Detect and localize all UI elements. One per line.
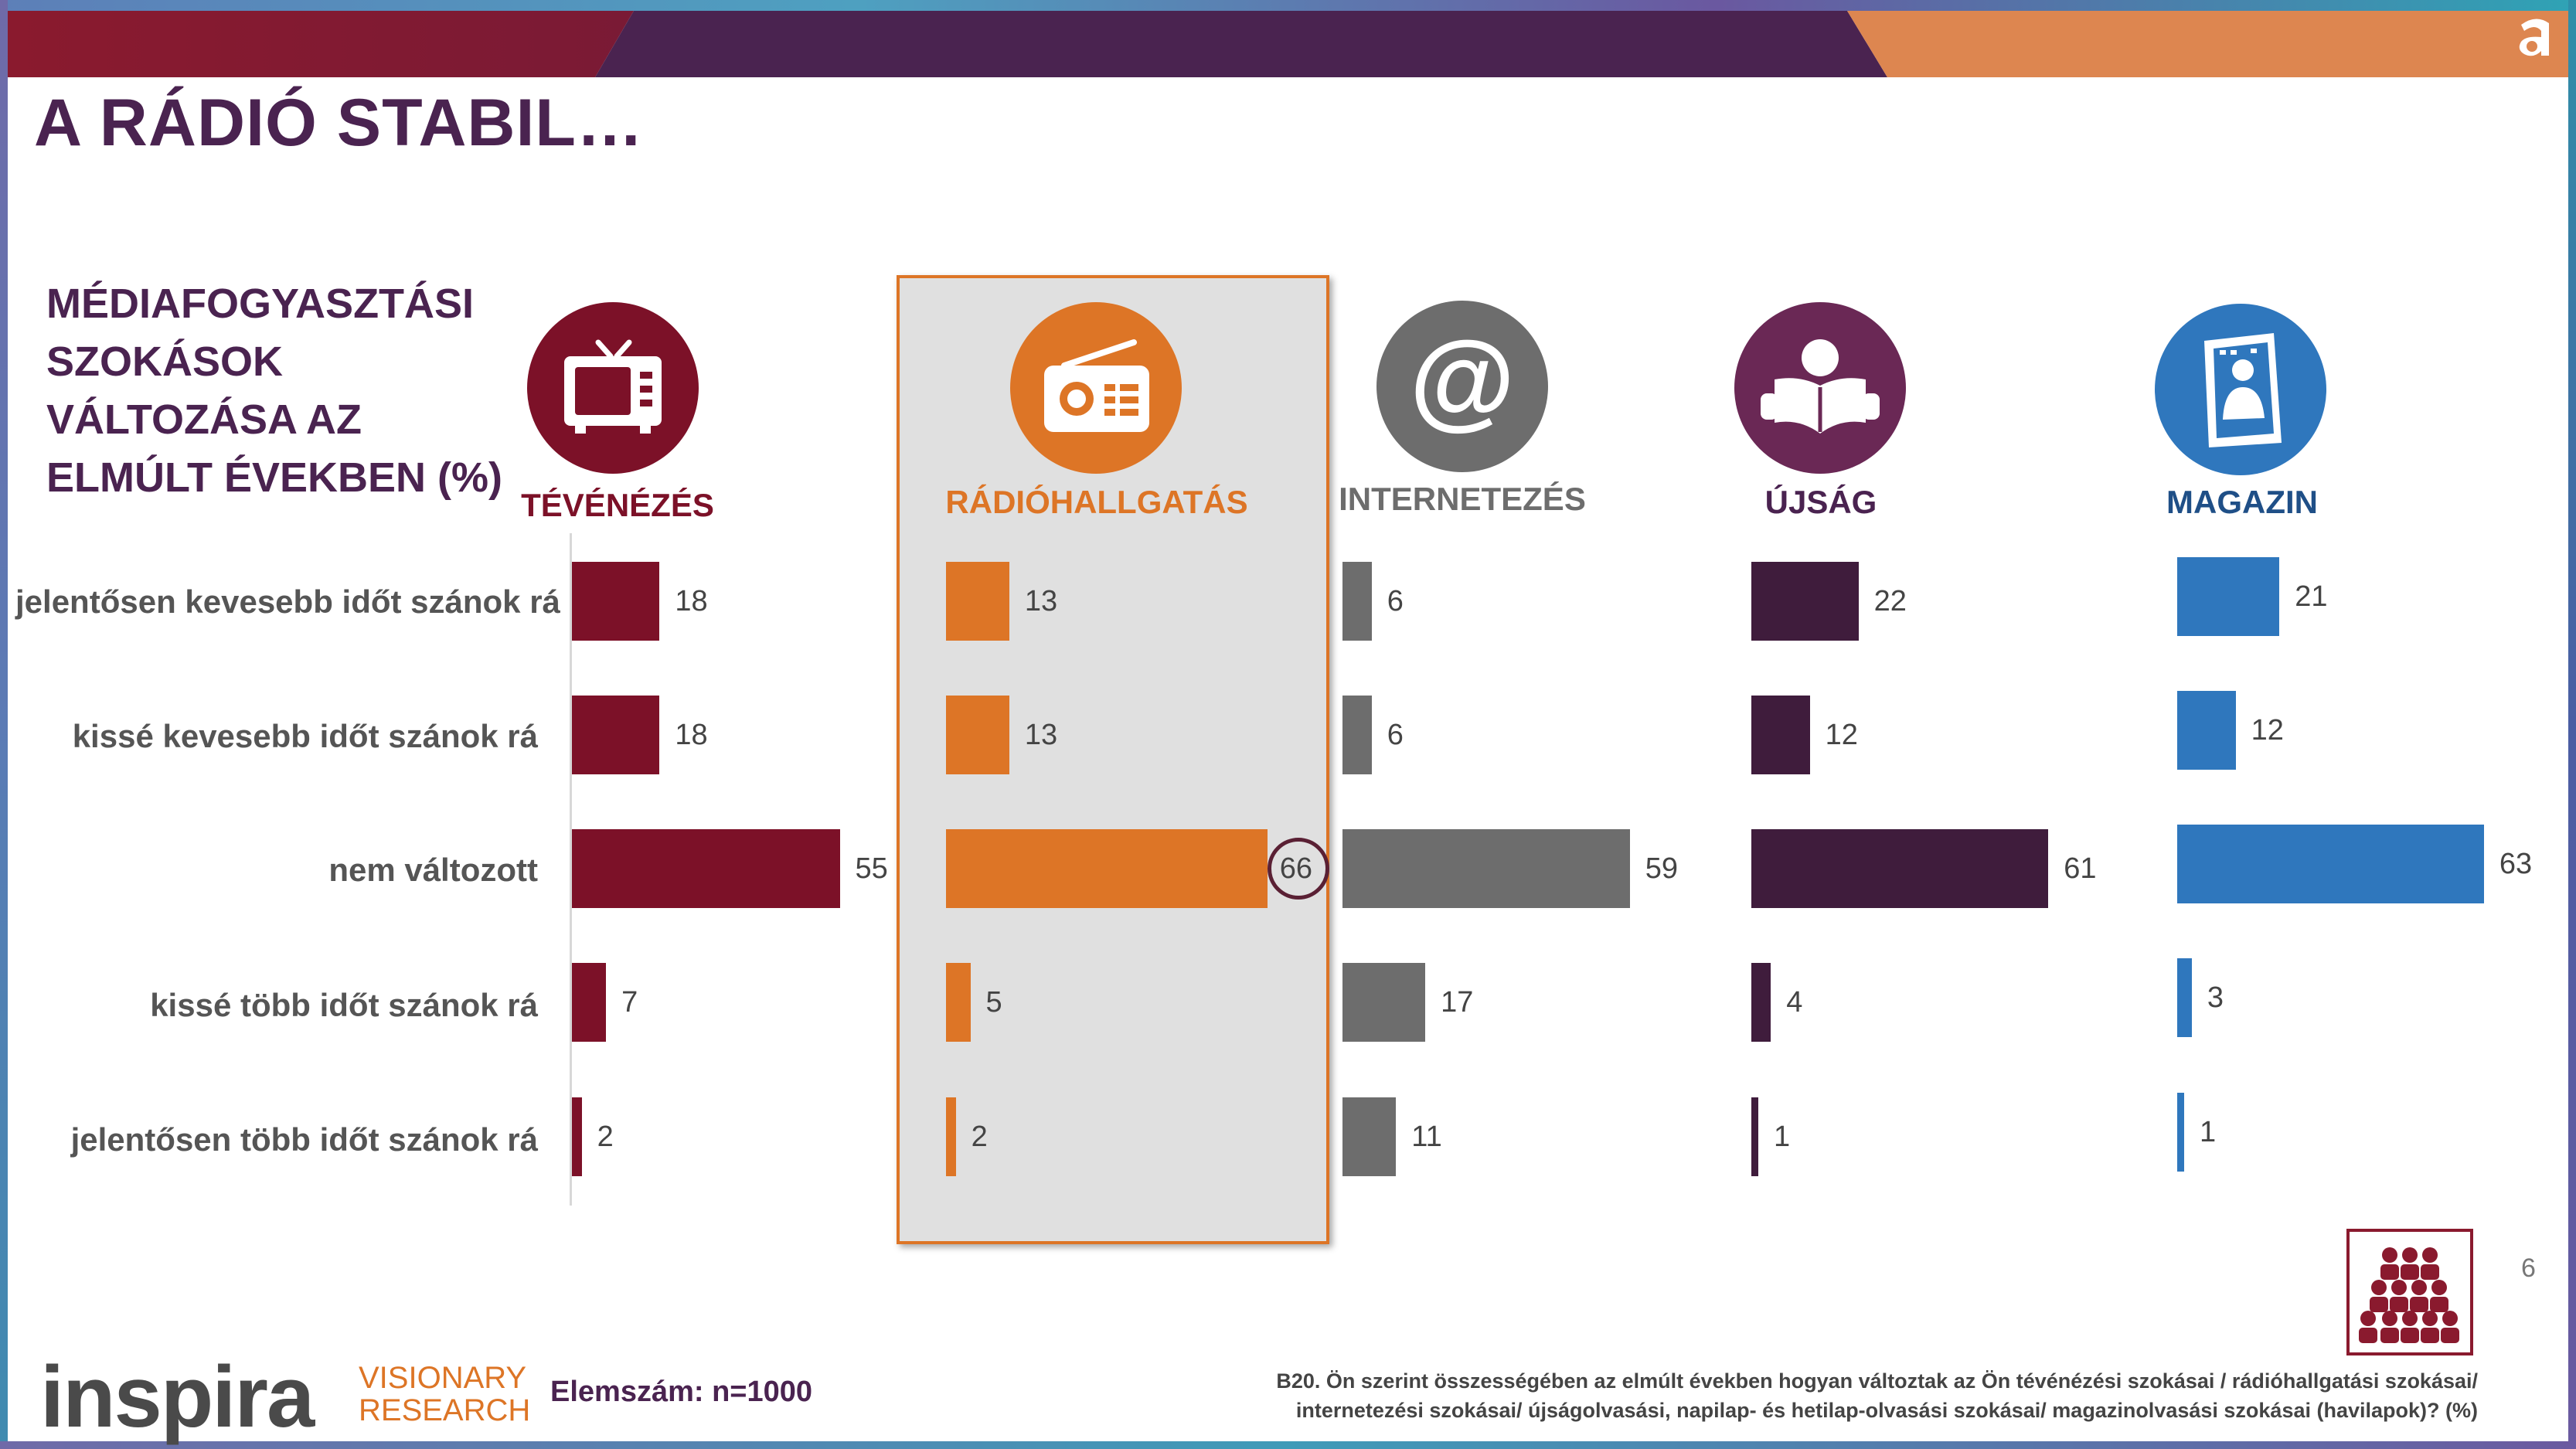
page-title: A RÁDIÓ STABIL… <box>34 86 644 160</box>
row-label: kissé több időt szánok rá <box>150 987 538 1023</box>
bar-newspaper-3 <box>1751 963 1771 1042</box>
value-label-magazine-2: 63 <box>2499 848 2533 880</box>
at-sign-icon: @ <box>1410 318 1516 440</box>
highlight-value-circle <box>1267 838 1329 900</box>
column-label-magazine: MAGAZIN <box>2166 484 2318 520</box>
bar-magazine-4 <box>2177 1093 2184 1172</box>
left-frame <box>0 0 8 1449</box>
value-label-tv-4: 2 <box>597 1121 614 1153</box>
subtitle-line: ELMÚLT ÉVEKBEN (%) <box>46 454 502 501</box>
tv-icon <box>564 339 662 434</box>
row-label: kissé kevesebb időt szánok rá <box>72 718 538 754</box>
row-label: nem változott <box>328 852 538 888</box>
bar-magazine-2 <box>2177 825 2484 903</box>
svg-text:@: @ <box>1410 318 1516 440</box>
bottom-frame <box>0 1441 2576 1449</box>
value-label-internet-2: 59 <box>1645 852 1678 885</box>
value-label-magazine-0: 21 <box>2295 580 2328 613</box>
bar-tv-2 <box>572 829 840 908</box>
category-axis-line <box>570 533 572 1206</box>
column-label-radio: RÁDIÓHALLGATÁS <box>945 484 1248 520</box>
logo-line: RESEARCH <box>359 1393 531 1427</box>
chart-subtitle: MÉDIAFOGYASZTÁSI SZOKÁSOK VÁLTOZÁSA AZ E… <box>46 275 502 507</box>
value-label-newspaper-2: 61 <box>2064 852 2097 885</box>
value-label-internet-0: 6 <box>1387 585 1404 617</box>
bar-tv-3 <box>572 963 607 1042</box>
value-label-magazine-4: 1 <box>2200 1116 2217 1148</box>
value-label-tv-1: 18 <box>675 719 708 751</box>
sample-size: Elemszám: n=1000 <box>550 1376 813 1408</box>
row-label: jelentősen kevesebb időt szánok rá <box>15 583 560 620</box>
logo-line: VISIONARY <box>359 1361 527 1395</box>
bar-internet-3 <box>1342 963 1426 1042</box>
footnote-line: internetezési szokásai/ újságolvasási, n… <box>1295 1399 2478 1422</box>
value-label-newspaper-3: 4 <box>1786 986 1803 1019</box>
value-label-internet-3: 17 <box>1441 986 1474 1019</box>
column-label-tv: TÉVÉNÉZÉS <box>521 487 714 523</box>
reading-person-icon <box>1761 339 1880 434</box>
bar-radio-1 <box>946 696 1009 774</box>
visionary-research-logo: VISIONARY RESEARCH <box>359 1362 530 1427</box>
radio-icon <box>1044 339 1149 432</box>
bar-tv-4 <box>572 1097 582 1176</box>
bar-radio-2 <box>946 829 1268 908</box>
value-label-magazine-3: 3 <box>2207 981 2224 1014</box>
value-label-radio-0: 13 <box>1024 585 1058 617</box>
value-label-tv-2: 55 <box>855 852 888 885</box>
newspaper-icon-circle <box>1734 302 1906 474</box>
value-label-radio-1: 13 <box>1024 719 1058 751</box>
bar-radio-3 <box>946 963 971 1042</box>
bar-magazine-1 <box>2177 691 2236 770</box>
inspira-logo: inspira <box>40 1349 315 1445</box>
bar-newspaper-2 <box>1751 829 2049 908</box>
bar-radio-0 <box>946 562 1009 641</box>
bar-magazine-0 <box>2177 557 2280 636</box>
footnote-line: B20. Ön szerint összességében az elmúlt … <box>1276 1369 2478 1393</box>
subtitle-line: VÁLTOZÁSA AZ <box>46 396 362 443</box>
bar-tv-0 <box>572 562 660 641</box>
magazine-icon <box>2204 333 2282 447</box>
bar-newspaper-1 <box>1751 696 1810 774</box>
subtitle-line: SZOKÁSOK <box>46 338 284 385</box>
value-label-magazine-1: 12 <box>2251 714 2284 747</box>
bar-radio-4 <box>946 1097 956 1176</box>
question-footnote: B20. Ön szerint összességében az elmúlt … <box>1164 1366 2478 1425</box>
value-label-radio-4: 2 <box>971 1121 988 1153</box>
magazine-icon-circle <box>2155 304 2326 475</box>
value-label-newspaper-0: 22 <box>1873 585 1907 617</box>
bar-internet-2 <box>1342 829 1630 908</box>
internet-icon-circle: @ <box>1376 301 1548 472</box>
value-label-internet-4: 11 <box>1411 1121 1442 1153</box>
radio-icon-circle <box>1010 302 1182 474</box>
value-label-newspaper-1: 12 <box>1825 719 1858 751</box>
tv-icon-circle <box>527 302 699 474</box>
bar-newspaper-0 <box>1751 562 1859 641</box>
bar-magazine-3 <box>2177 958 2192 1037</box>
value-label-tv-3: 7 <box>621 986 638 1019</box>
a-logo-icon <box>2519 19 2549 56</box>
bar-tv-1 <box>572 696 660 774</box>
row-label: jelentősen több időt szánok rá <box>70 1121 538 1158</box>
bar-internet-0 <box>1342 562 1372 641</box>
bar-internet-1 <box>1342 696 1372 774</box>
column-label-internet: INTERNETEZÉS <box>1339 481 1586 517</box>
subtitle-line: MÉDIAFOGYASZTÁSI <box>46 281 475 327</box>
value-label-radio-3: 5 <box>985 986 1002 1019</box>
right-frame <box>2568 0 2576 1449</box>
top-frame <box>0 0 2576 11</box>
page-number: 6 <box>2521 1253 2536 1283</box>
value-label-internet-1: 6 <box>1387 719 1404 751</box>
column-label-newspaper: ÚJSÁG <box>1764 484 1877 520</box>
value-label-newspaper-4: 1 <box>1774 1121 1791 1153</box>
people-group-icon <box>2359 1247 2459 1343</box>
people-group-icon-box <box>2346 1229 2473 1355</box>
value-label-tv-0: 18 <box>675 585 708 617</box>
bar-internet-4 <box>1342 1097 1397 1176</box>
bar-newspaper-4 <box>1751 1097 1758 1176</box>
header-banner <box>8 11 2568 77</box>
